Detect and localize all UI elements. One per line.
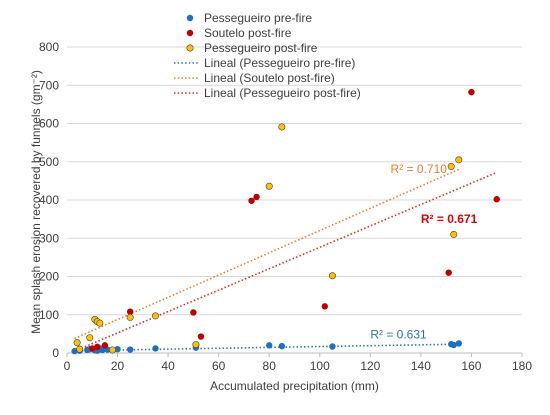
data-point [73,339,81,347]
data-point [450,230,458,238]
data-point [266,342,273,349]
data-point [86,334,94,342]
data-point [109,346,117,354]
data-point [126,308,134,315]
y-tick-label: 200 [39,270,59,284]
data-point [265,182,273,190]
point-layer [71,88,500,355]
data-point [96,319,104,327]
trendline [74,171,498,352]
data-point [445,269,452,276]
legend-marker [186,14,194,22]
x-axis-title: Accumulated precipitation (mm) [210,379,379,393]
y-tick-label: 600 [39,117,59,131]
grid-layer [67,46,522,354]
x-tick-label: 100 [310,359,330,373]
legend-marker [186,29,194,37]
y-tick-label: 300 [39,231,59,245]
r2-label: R² = 0.710 [391,162,448,176]
x-tick-label: 140 [411,359,431,373]
data-point [76,345,84,353]
data-point [455,156,463,164]
data-point [152,345,159,352]
x-tick-label: 120 [360,359,380,373]
y-axis-title: Mean splash erosion recovered by funnels… [29,70,43,334]
data-point [101,342,109,349]
x-tick-label: 40 [161,359,175,373]
legend-label: Lineal (Pessegueiro post-fire) [204,86,361,100]
x-tick-label: 0 [64,359,71,373]
data-point [278,342,286,350]
data-point [450,341,457,349]
x-tick-label: 80 [263,359,277,373]
data-point [190,309,197,316]
data-point [253,193,260,201]
x-tick-label: 180 [512,359,532,373]
data-point [329,343,336,350]
y-tick-label: 800 [39,40,59,54]
legend-label: Lineal (Soutelo post-fire) [204,71,335,85]
data-point [468,88,475,96]
data-point [151,312,159,320]
data-point [321,303,329,310]
x-tick-label: 20 [111,359,125,373]
x-tick-label: 60 [212,359,226,373]
x-tick-label: 160 [461,359,481,373]
r2-label: R² = 0.631 [370,327,427,341]
y-tick-label: 700 [39,78,59,92]
data-point [248,197,255,204]
data-point [192,341,200,349]
data-point [126,346,134,353]
y-tick-label: 0 [52,346,59,360]
data-point [493,196,500,203]
trendline-layer [74,168,498,352]
data-point [455,340,463,347]
legend-label: Lineal (Pessegueiro pre-fire) [204,56,355,70]
axis-layer: 0 100 200 300 400 500 600 700 800 0 20 40 60 80 100 120… [39,40,532,373]
legend-label: Pessegueiro post-fire [204,41,318,55]
data-point [278,123,286,131]
r2-label: R² = 0.671 [421,212,478,226]
data-point [94,343,101,351]
data-point [447,162,455,170]
legend-marker [186,44,194,52]
y-tick-label: 400 [39,193,59,207]
y-tick-label: 500 [39,155,59,169]
legend-label: Soutelo post-fire [204,26,292,40]
data-point [89,345,96,352]
y-tick-label: 100 [39,308,59,322]
trendline [74,343,459,352]
r2-label-layer: R² = 0.710 R² = 0.671 R² = 0.631 [370,162,477,341]
data-point [114,345,121,353]
data-point [126,313,134,321]
data-point [328,272,336,280]
legend-label: Pessegueiro pre-fire [204,11,312,25]
data-point [197,333,205,340]
